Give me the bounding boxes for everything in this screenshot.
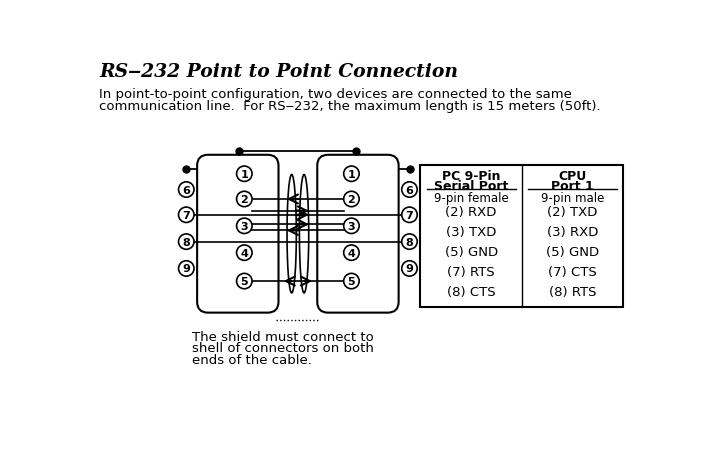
- Text: 5: 5: [240, 276, 248, 287]
- Circle shape: [402, 234, 417, 250]
- Text: Serial Port: Serial Port: [434, 180, 508, 193]
- Text: (5) GND: (5) GND: [546, 245, 599, 258]
- Text: CPU: CPU: [559, 170, 587, 183]
- Text: (8) CTS: (8) CTS: [447, 285, 496, 298]
- Bar: [420, 165, 623, 307]
- Text: 1: 1: [347, 169, 355, 179]
- Text: 1: 1: [240, 169, 248, 179]
- Text: Port 1: Port 1: [551, 180, 594, 193]
- Circle shape: [344, 167, 359, 182]
- Circle shape: [344, 219, 359, 234]
- Circle shape: [237, 274, 252, 289]
- FancyBboxPatch shape: [317, 156, 398, 313]
- Text: (3) TXD: (3) TXD: [446, 225, 496, 238]
- Circle shape: [179, 182, 194, 198]
- Text: 9-pin male: 9-pin male: [541, 192, 604, 205]
- Circle shape: [344, 192, 359, 207]
- Text: 4: 4: [240, 248, 248, 258]
- Text: (2) RXD: (2) RXD: [445, 206, 497, 219]
- Text: 2: 2: [347, 194, 355, 205]
- Text: 3: 3: [347, 221, 355, 232]
- Text: (7) RTS: (7) RTS: [447, 265, 495, 278]
- Text: communication line.  For RS‒232, the maximum length is 15 meters (50ft).: communication line. For RS‒232, the maxi…: [99, 100, 601, 113]
- Text: (7) CTS: (7) CTS: [548, 265, 597, 278]
- Circle shape: [179, 207, 194, 223]
- Text: 9: 9: [182, 264, 190, 274]
- Text: RS‒232 Point to Point Connection: RS‒232 Point to Point Connection: [99, 63, 459, 81]
- Text: (3) RXD: (3) RXD: [547, 225, 598, 238]
- Text: PC 9-Pin: PC 9-Pin: [442, 170, 501, 183]
- Text: 9: 9: [406, 264, 413, 274]
- Text: (8) RTS: (8) RTS: [549, 285, 596, 298]
- Text: 7: 7: [406, 210, 413, 220]
- Circle shape: [179, 234, 194, 250]
- Text: 7: 7: [182, 210, 190, 220]
- Text: 5: 5: [347, 276, 355, 287]
- Circle shape: [402, 261, 417, 276]
- Circle shape: [237, 167, 252, 182]
- Text: 9-pin female: 9-pin female: [434, 192, 508, 205]
- Circle shape: [344, 274, 359, 289]
- Text: In point‑to‑point configuration, two devices are connected to the same: In point‑to‑point configuration, two dev…: [99, 88, 572, 101]
- FancyBboxPatch shape: [197, 156, 279, 313]
- Text: 6: 6: [406, 185, 413, 195]
- Circle shape: [237, 245, 252, 261]
- Circle shape: [179, 261, 194, 276]
- Circle shape: [402, 207, 417, 223]
- Text: (2) TXD: (2) TXD: [547, 206, 598, 219]
- Circle shape: [237, 192, 252, 207]
- Text: 8: 8: [406, 237, 413, 247]
- Text: The shield must connect to: The shield must connect to: [191, 330, 374, 343]
- Text: 3: 3: [240, 221, 248, 232]
- Circle shape: [344, 245, 359, 261]
- Text: 4: 4: [347, 248, 355, 258]
- Text: 6: 6: [182, 185, 190, 195]
- Text: ends of the cable.: ends of the cable.: [191, 353, 311, 366]
- Text: (5) GND: (5) GND: [445, 245, 498, 258]
- Text: 2: 2: [240, 194, 248, 205]
- Circle shape: [402, 182, 417, 198]
- Text: shell of connectors on both: shell of connectors on both: [191, 341, 374, 354]
- Text: 8: 8: [182, 237, 190, 247]
- Circle shape: [237, 219, 252, 234]
